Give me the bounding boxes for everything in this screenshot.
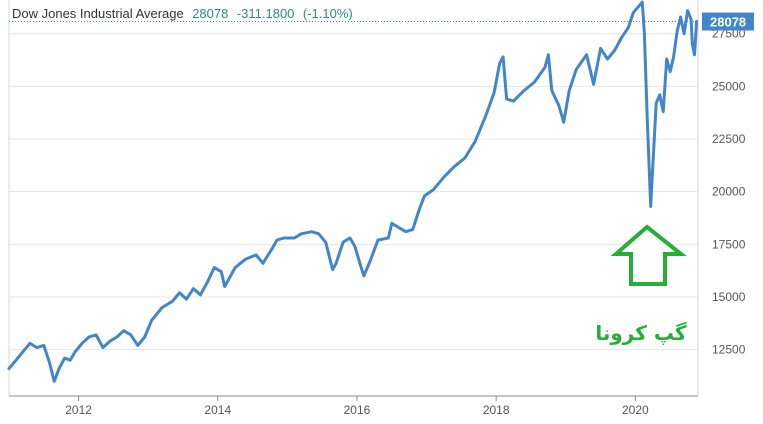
index-change: -311.1800: [237, 6, 295, 21]
last-value-badge-text: 28078: [710, 15, 746, 30]
x-tick-label: 2014: [204, 403, 231, 417]
x-tick-label: 2012: [65, 403, 92, 417]
series-line: [7, 0, 699, 383]
index-last-value: 28078: [192, 6, 228, 21]
x-axis-ticks: 2012 2014 2016 2018 2020: [65, 396, 649, 417]
y-tick-label: 12500: [712, 343, 746, 357]
chart-title: Dow Jones Industrial Average 28078 -311.…: [12, 5, 353, 22]
annotation-label: گپ کرونا: [595, 321, 687, 345]
last-value-badge-bg: [702, 12, 754, 31]
y-tick-label: 20000: [712, 185, 746, 199]
y-tick-label: 17500: [712, 237, 746, 251]
up-arrow-icon: [610, 224, 687, 286]
y-tick-label: 15000: [712, 290, 746, 304]
x-tick-label: 2020: [622, 403, 649, 417]
y-tick-label: 22500: [712, 132, 746, 146]
x-tick-label: 2018: [483, 403, 510, 417]
y-tick-label: 25000: [712, 79, 746, 93]
index-change-pct: (-1.10%): [303, 6, 353, 21]
index-name: Dow Jones Industrial Average: [12, 6, 184, 21]
last-value-badge: 28078: [702, 12, 754, 31]
x-tick-label: 2016: [344, 403, 371, 417]
